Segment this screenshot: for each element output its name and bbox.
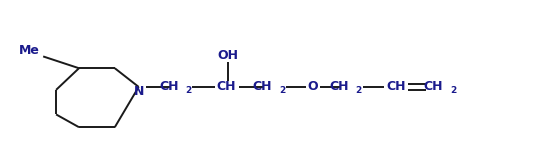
Text: Me: Me [19, 44, 40, 57]
Text: 2: 2 [279, 86, 285, 95]
Text: CH: CH [252, 80, 272, 93]
Text: OH: OH [217, 49, 239, 62]
Text: CH: CH [329, 80, 349, 93]
Text: N: N [134, 85, 144, 98]
Text: 2: 2 [450, 86, 456, 95]
Text: O: O [308, 80, 318, 93]
Text: CH: CH [159, 80, 178, 93]
Text: CH: CH [387, 80, 406, 93]
Text: 2: 2 [185, 86, 192, 95]
Text: CH: CH [424, 80, 443, 93]
Text: 2: 2 [355, 86, 361, 95]
Text: CH: CH [216, 80, 236, 93]
